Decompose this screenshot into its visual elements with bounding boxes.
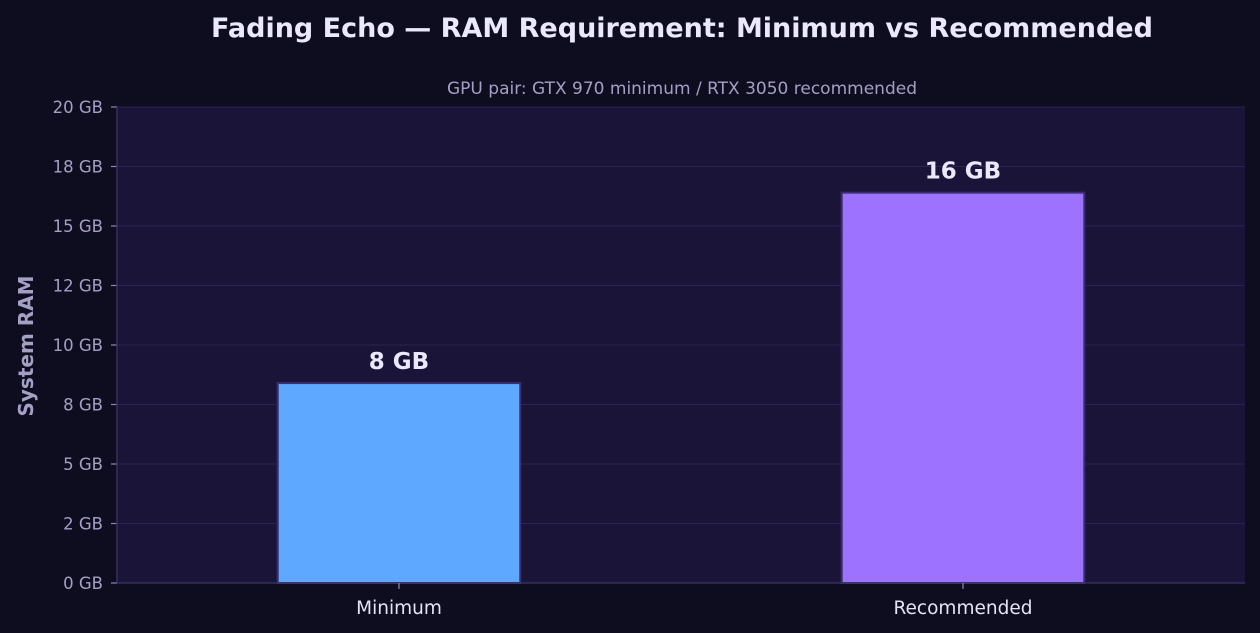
y-tick-label: 18 GB xyxy=(53,158,103,177)
y-axis-label: System RAM xyxy=(14,275,38,416)
y-tick-label: 5 GB xyxy=(63,455,103,474)
chart-title: Fading Echo — RAM Requirement: Minimum v… xyxy=(211,13,1153,44)
axes xyxy=(111,106,1245,589)
y-tick-label: 15 GB xyxy=(53,217,103,236)
y-tick-label: 20 GB xyxy=(53,98,103,117)
bar-recommended xyxy=(840,191,1086,584)
bar-value-label: 16 GB xyxy=(925,159,1001,185)
bars xyxy=(276,191,1086,584)
y-tick-label: 12 GB xyxy=(53,277,103,296)
y-tick-label: 10 GB xyxy=(53,336,103,355)
labels: 0 GB 2 GB 5 GB 8 GB 10 GB 12 GB 15 GB 18 GB 20 G… xyxy=(53,98,1033,619)
x-tick-label: Recommended xyxy=(894,598,1033,619)
bar-minimum xyxy=(276,382,522,584)
x-tick-label: Minimum xyxy=(356,598,442,619)
chart-subtitle: GPU pair: GTX 970 minimum / RTX 3050 rec… xyxy=(447,79,917,99)
bar-value-label: 8 GB xyxy=(369,349,429,375)
y-tick-label: 8 GB xyxy=(63,396,103,415)
y-tick-label: 2 GB xyxy=(63,515,103,534)
y-tick-label: 0 GB xyxy=(63,574,103,593)
